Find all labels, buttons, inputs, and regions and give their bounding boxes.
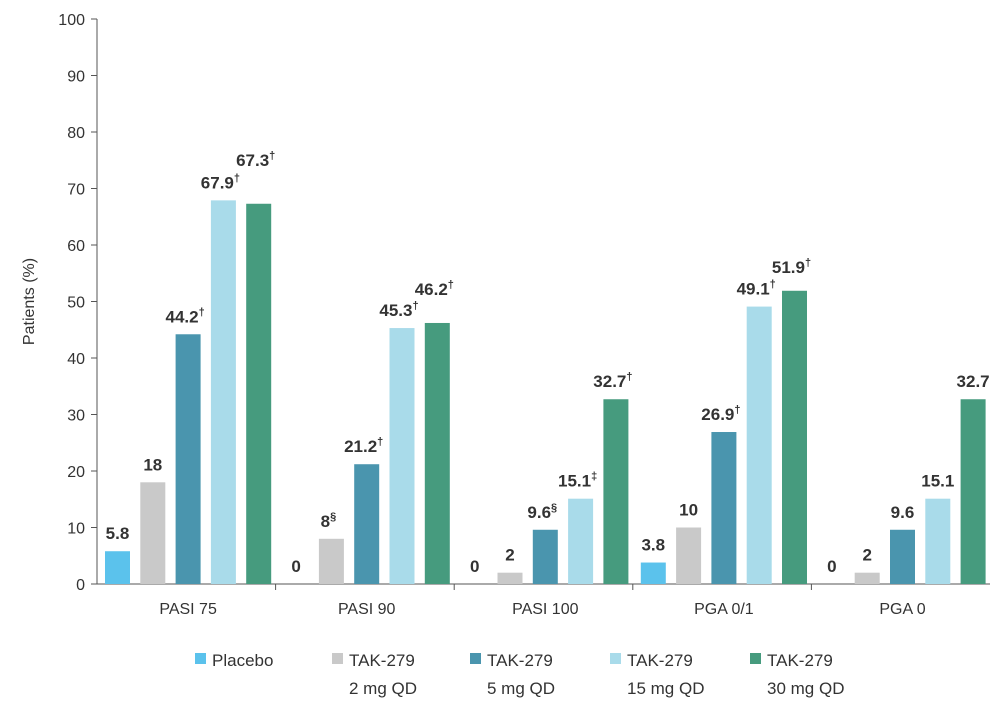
legend-item: TAK-279 5 mg QD: [470, 651, 555, 698]
legend-swatch: [470, 653, 481, 664]
data-label: 9.6: [891, 503, 915, 522]
x-tick-label: PASI 75: [159, 601, 217, 618]
x-tick-label: PGA 0: [879, 601, 925, 618]
data-label: 10: [679, 501, 698, 520]
y-tick-label: 50: [67, 295, 85, 312]
legend-label: TAK-279: [349, 651, 415, 670]
bar: [603, 399, 629, 584]
data-label: 2: [505, 546, 514, 565]
data-label: 44.2†: [165, 306, 204, 326]
data-label: 3.8: [641, 536, 665, 555]
bar: [424, 322, 450, 584]
bar: [640, 562, 666, 584]
bar: [389, 328, 415, 584]
legend-label: TAK-279: [627, 651, 693, 670]
data-label: 49.1†: [737, 279, 776, 299]
bar: [140, 482, 166, 584]
data-label: 0: [470, 557, 479, 576]
bar: [175, 334, 201, 584]
legend-item: Placebo: [195, 651, 273, 670]
data-label: 67.9†: [201, 172, 240, 192]
y-tick-label: 70: [67, 182, 85, 199]
data-label: 5.8: [106, 524, 130, 543]
legend-swatch: [610, 653, 621, 664]
y-tick-label: 10: [67, 521, 85, 538]
legend-label: TAK-279: [487, 651, 553, 670]
bar: [890, 529, 915, 584]
data-label: 46.2†: [415, 279, 454, 299]
data-label: 32.7†: [593, 371, 632, 391]
y-tick-label: 30: [67, 408, 85, 425]
data-label: 8§: [321, 511, 337, 531]
bar: [960, 399, 986, 584]
bar: [854, 572, 880, 584]
y-tick-label: 40: [67, 351, 85, 368]
y-tick-label: 80: [67, 125, 85, 142]
bar: [532, 529, 558, 584]
legend-label: TAK-279: [767, 651, 833, 670]
bar: [318, 538, 344, 584]
data-label: 18: [143, 455, 162, 474]
data-label: 0: [291, 557, 300, 576]
y-tick-label: 20: [67, 464, 85, 481]
bar: [711, 432, 737, 584]
bar: [782, 290, 807, 584]
y-tick-label: 100: [58, 12, 85, 29]
data-label: 15.1: [921, 472, 954, 491]
bar: [925, 498, 951, 584]
bar: [568, 498, 594, 584]
y-tick-label: 0: [76, 577, 85, 594]
data-label: 26.9†: [701, 404, 740, 424]
data-label: 51.9†: [772, 257, 811, 277]
bar: [246, 203, 272, 584]
legend-label-line2: 5 mg QD: [487, 679, 555, 698]
bar: [746, 306, 772, 584]
legend-item: TAK-279 2 mg QD: [332, 651, 417, 698]
data-label: 15.1‡: [558, 471, 597, 491]
data-label: 45.3†: [379, 300, 418, 320]
legend-swatch: [750, 653, 761, 664]
data-label: 0: [827, 557, 836, 576]
x-tick-label: PASI 90: [338, 601, 396, 618]
y-axis-label: Patients (%): [21, 258, 38, 345]
bar: [354, 464, 380, 584]
legend-swatch: [195, 653, 206, 664]
x-tick-label: PASI 100: [512, 601, 579, 618]
bar: [676, 527, 702, 584]
legend-label: Placebo: [212, 651, 273, 670]
bar: [210, 200, 236, 585]
data-label: 9.6§: [527, 502, 557, 522]
y-tick-label: 60: [67, 238, 85, 255]
legend-item: TAK-279 30 mg QD: [750, 651, 844, 698]
data-label: 67.3†: [236, 150, 275, 170]
data-label: 2: [862, 546, 871, 565]
data-label: 21.2†: [344, 436, 383, 456]
bar: [497, 572, 523, 584]
legend-swatch: [332, 653, 343, 664]
y-tick-label: 90: [67, 69, 85, 86]
x-tick-label: PGA 0/1: [694, 601, 754, 618]
legend-label-line2: 30 mg QD: [767, 679, 844, 698]
legend-item: TAK-279 15 mg QD: [610, 651, 704, 698]
data-label: 32.7: [957, 372, 990, 391]
legend-label-line2: 2 mg QD: [349, 679, 417, 698]
bar: [105, 551, 130, 584]
legend-label-line2: 15 mg QD: [627, 679, 704, 698]
